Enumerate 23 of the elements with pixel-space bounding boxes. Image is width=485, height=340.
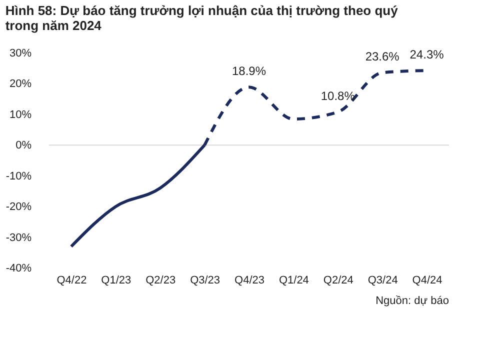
y-tick-label: -10% — [6, 170, 32, 182]
data-label: 10.8% — [320, 88, 356, 103]
x-tick-label: Q3/24 — [368, 274, 398, 286]
y-tick-label: 0% — [16, 140, 32, 152]
x-tick-label: Q4/22 — [56, 274, 87, 286]
data-label: 23.6% — [365, 50, 400, 64]
y-tick-label: 10% — [9, 108, 32, 121]
y-tick-label: -20% — [6, 201, 32, 214]
y-tick-label: -30% — [6, 232, 32, 244]
chart-title: Hình 58: Dự báo tăng trưởng lợi nhuận của thị trường theo quý trong năm 2024 — [5, 3, 399, 33]
y-tick-label: -40% — [6, 262, 32, 274]
x-tick-label: Q3/23 — [190, 274, 220, 286]
x-tick-label: Q4/24 — [412, 274, 442, 286]
x-tick-label: Q2/23 — [146, 274, 176, 286]
data-label: 18.9% — [232, 64, 266, 78]
text: Nguồn: dự báo — [376, 295, 449, 307]
y-tick-label: 20% — [9, 78, 32, 90]
x-tick-label: Q4/23 — [234, 274, 264, 286]
y-tick-label: 30% — [9, 48, 32, 60]
x-tick-label: Q1/24 — [278, 274, 309, 286]
x-tick-label: Q2/24 — [323, 274, 354, 286]
data-label: 24.3% — [410, 48, 444, 62]
x-tick-label: Q1/23 — [101, 274, 132, 286]
